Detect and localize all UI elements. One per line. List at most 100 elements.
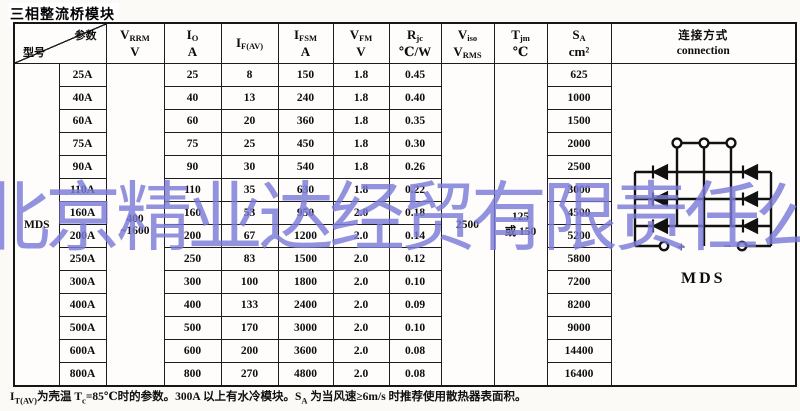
io-cell: 200: [163, 224, 222, 248]
vfm-cell: 1.8: [332, 86, 390, 110]
ifsm-cell: 3000: [277, 316, 334, 340]
rjc-cell: 0.09: [388, 293, 442, 317]
table-row: 90A 90 30 540 1.8 0.26 2500: [14, 155, 796, 179]
header-vfm: VFM V: [332, 22, 390, 64]
ifsm-cell: 1800: [277, 270, 334, 294]
ifav-cell: 20: [220, 109, 279, 133]
ifsm-cell: 4800: [277, 362, 334, 387]
connection-cell: + − MDS: [610, 63, 797, 387]
corner-model-label: 型号: [23, 47, 45, 59]
vrrm-value-line1: 400: [126, 212, 144, 225]
sa-cell: 1500: [546, 109, 612, 133]
vrrm-merged-cell: 400 ~1600: [105, 63, 165, 387]
vfm-cell: 2.0: [332, 362, 390, 387]
io-cell: 250: [163, 247, 222, 271]
vfm-cell: 1.8: [332, 109, 390, 133]
ifsm-cell: 1500: [277, 247, 334, 271]
io-cell: 600: [163, 339, 222, 363]
minus-terminal-label: −: [723, 239, 732, 255]
rjc-cell: 0.10: [388, 316, 442, 340]
ifsm-cell: 540: [277, 155, 334, 179]
rating-cell: 160A: [58, 201, 107, 225]
rjc-cell: 0.40: [388, 86, 442, 110]
rating-cell: 600A: [58, 339, 107, 363]
rjc-cell: 0.08: [388, 339, 442, 363]
ifav-cell: 170: [220, 316, 279, 340]
ifsm-cell: 950: [277, 201, 334, 225]
ifsm-cell: 240: [277, 86, 334, 110]
sa-cell: 2500: [546, 155, 612, 179]
sa-cell: 16400: [546, 362, 612, 387]
ifav-cell: 270: [220, 362, 279, 387]
table-row: 500A 500 170 3000 2.0 0.10 9000: [14, 316, 796, 340]
ifav-cell: 200: [220, 339, 279, 363]
vfm-cell: 2.0: [332, 224, 390, 248]
sa-cell: 625: [546, 63, 612, 87]
vfm-cell: 2.0: [332, 293, 390, 317]
io-cell: 75: [163, 132, 222, 156]
rating-cell: 250A: [58, 247, 107, 271]
vfm-cell: 1.8: [332, 132, 390, 156]
io-cell: 90: [163, 155, 222, 179]
sa-cell: 14400: [546, 339, 612, 363]
table-row: 110A 110 35 630 1.8 0.22 3000: [14, 178, 796, 202]
vfm-cell: 2.0: [332, 270, 390, 294]
io-cell: 40: [163, 86, 222, 110]
header-ifsm: IFSM A: [277, 22, 334, 64]
ifav-cell: 67: [220, 224, 279, 248]
bridge-rectifier-circuit-icon: + −: [634, 136, 773, 256]
rjc-cell: 0.10: [388, 270, 442, 294]
ifsm-cell: 630: [277, 178, 334, 202]
sa-cell: 9000: [546, 316, 612, 340]
rating-cell: 800A: [58, 362, 107, 387]
ifsm-cell: 150: [277, 63, 334, 87]
rjc-cell: 0.14: [388, 224, 442, 248]
table-row: 600A 600 200 3600 2.0 0.08 14400: [14, 339, 796, 363]
viso-merged-cell: 2500: [440, 63, 495, 387]
ifav-cell: 100: [220, 270, 279, 294]
rating-cell: 300A: [58, 270, 107, 294]
rating-cell: 90A: [58, 155, 107, 179]
rating-cell: 40A: [58, 86, 107, 110]
vfm-cell: 1.8: [332, 178, 390, 202]
header-rjc: Rjc ℃/W: [388, 22, 442, 64]
ifav-cell: 53: [220, 201, 279, 225]
vfm-cell: 2.0: [332, 201, 390, 225]
sa-cell: 5200: [546, 224, 612, 248]
vfm-cell: 1.8: [332, 155, 390, 179]
connection-diagram: + − MDS: [612, 134, 795, 288]
table-row: 75A 75 25 450 1.8 0.30 2000: [14, 132, 796, 156]
rating-cell: 25A: [58, 63, 107, 87]
io-cell: 60: [163, 109, 222, 133]
header-viso: Viso VRMS: [440, 22, 495, 64]
table-row: 400A 400 133 2400 2.0 0.09 8200: [14, 293, 796, 317]
io-cell: 800: [163, 362, 222, 387]
table-row: MDS 25A 400 ~1600 25 8 150 1.8 0.45 2500…: [13, 63, 797, 387]
ifav-cell: 133: [220, 293, 279, 317]
tjm-value-line2: 或 150: [504, 225, 537, 238]
header-tjm: Tjm ℃: [493, 22, 548, 64]
page-title: 三相整流桥模块: [9, 3, 119, 26]
rating-cell: 500A: [58, 316, 107, 340]
table-body: MDS 25A 400 ~1600 25 8 150 1.8 0.45 2500…: [13, 63, 797, 387]
io-cell: 300: [163, 270, 222, 294]
ifav-cell: 25: [220, 132, 279, 156]
sa-cell: 7200: [546, 270, 612, 294]
rating-cell: 200A: [58, 224, 107, 248]
rjc-cell: 0.18: [388, 201, 442, 225]
sa-cell: 5800: [546, 247, 612, 271]
table-row: 300A 300 100 1800 2.0 0.10 7200: [14, 270, 796, 294]
spec-table: 参数 型号 VRRM V IO A IF(AV) IFSM A VFM V: [13, 22, 797, 387]
tjm-merged-cell: 125 或 150: [493, 63, 548, 387]
rating-cell: 60A: [58, 109, 107, 133]
ifsm-cell: 1200: [277, 224, 334, 248]
footnote: IT(AV)为壳温 Tc=85℃时的参数。300A 以上有水冷模块。SA 为当风…: [10, 391, 527, 406]
rjc-cell: 0.35: [388, 109, 442, 133]
ifav-cell: 13: [220, 86, 279, 110]
ifsm-cell: 3600: [277, 339, 334, 363]
vrrm-value-line2: ~1600: [120, 224, 150, 237]
ifsm-cell: 2400: [277, 293, 334, 317]
ifav-cell: 30: [220, 155, 279, 179]
ifav-cell: 35: [220, 178, 279, 202]
